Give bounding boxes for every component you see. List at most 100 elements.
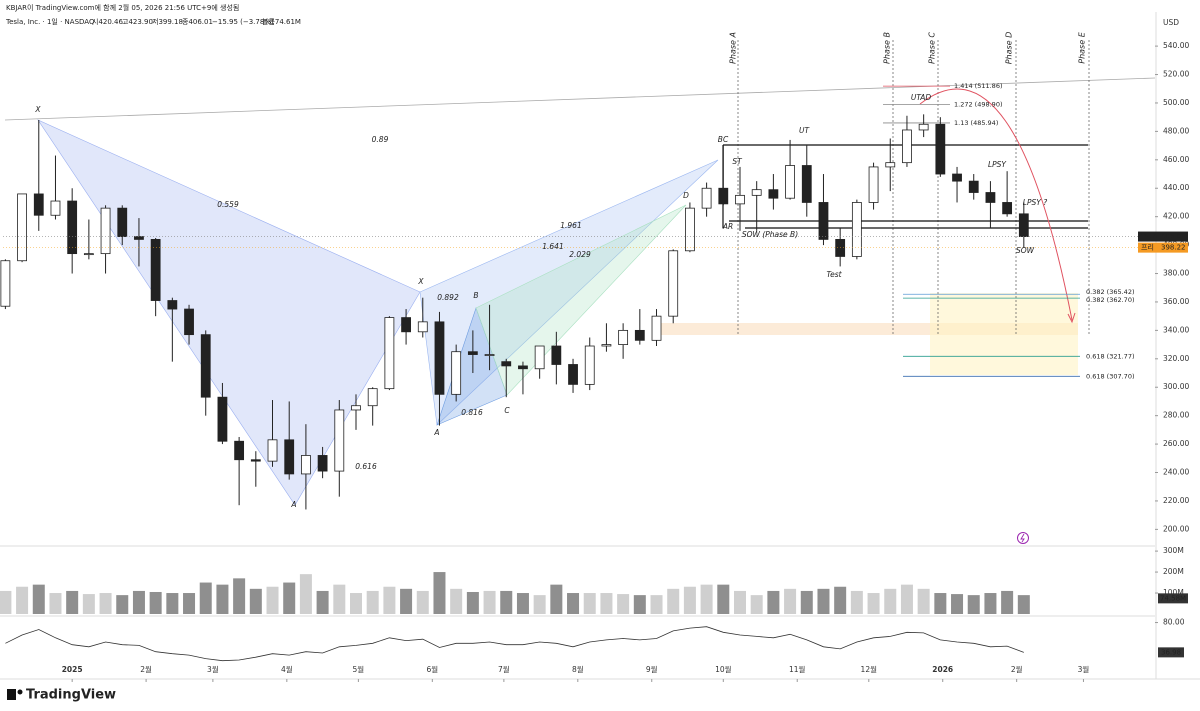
- trend-line: [4, 77, 1156, 121]
- volume-bar: [817, 588, 830, 614]
- phase-label: Phase A: [729, 32, 738, 64]
- fib-label: 0.382 (365.42): [1086, 288, 1135, 296]
- candle-body: [885, 162, 896, 168]
- arrow-head: [1067, 312, 1076, 324]
- y-tick-label: 80.00: [1163, 618, 1185, 627]
- candle-body: [367, 388, 378, 407]
- y-tick-label: 340.00: [1163, 325, 1189, 334]
- fib-label: 0.618 (307.70): [1086, 372, 1135, 380]
- volume-bar: [466, 591, 479, 614]
- candle-body: [935, 123, 946, 175]
- annotation: 0.559: [217, 200, 239, 209]
- y-tick-label: 360.00: [1163, 297, 1189, 306]
- candle-body: [150, 239, 161, 301]
- candle-body: [167, 300, 178, 310]
- x-tick-label: 2026: [932, 665, 953, 674]
- annotation: AR: [722, 222, 733, 231]
- fib-label: 1.414 (511.86): [954, 82, 1003, 90]
- volume-bar: [984, 593, 997, 614]
- candle-body: [601, 344, 612, 347]
- annotation: 0.892: [437, 293, 459, 302]
- event-icon: [1020, 533, 1025, 543]
- candle-body: [1018, 213, 1029, 237]
- x-tick-label: 4월: [281, 664, 293, 674]
- volume-bar: [116, 595, 129, 614]
- volume-bar: [450, 588, 463, 614]
- candle-body: [818, 202, 829, 240]
- volume-bar: [333, 584, 346, 614]
- candle-body: [668, 250, 679, 317]
- candle-body: [918, 123, 929, 131]
- candle-body: [634, 329, 645, 341]
- candle-body: [384, 317, 395, 390]
- volume-bar: [433, 572, 446, 614]
- annotation: 1.641: [542, 242, 563, 251]
- annotation: BC: [718, 135, 729, 144]
- harmonic-pattern: [37, 119, 421, 506]
- volume: 볼륨74.61M: [262, 17, 301, 26]
- annotation: C: [504, 406, 510, 415]
- volume-bar: [934, 593, 947, 614]
- volume-bar: [366, 590, 379, 614]
- annotation: ST: [732, 157, 743, 166]
- x-tick-label: 2월: [140, 664, 152, 674]
- candle-body: [835, 239, 846, 257]
- zone: [930, 293, 1078, 375]
- volume-bar: [967, 595, 980, 614]
- annotation: X: [417, 277, 424, 286]
- fib-label: 0.618 (321.77): [1086, 352, 1135, 360]
- y-tick-label: 200M: [1163, 567, 1184, 576]
- volume-bar: [733, 590, 746, 614]
- candle-body: [451, 351, 462, 395]
- annotation: 0.816: [461, 408, 483, 417]
- annotation: A: [433, 428, 439, 437]
- volume-bar: [383, 586, 396, 614]
- high: 고423.90: [122, 18, 153, 26]
- volume-bar: [249, 588, 262, 614]
- candle-body: [184, 308, 194, 336]
- volume-bar: [416, 590, 429, 614]
- y-tick-label: 220.00: [1163, 496, 1189, 505]
- event-icon: [1017, 532, 1029, 544]
- candle-body: [985, 192, 996, 203]
- volume-bar: [683, 586, 696, 614]
- candle-body: [651, 315, 662, 341]
- low: 저399.18: [152, 17, 183, 26]
- y-tick-label: 100M: [1163, 588, 1184, 597]
- volume-bar: [800, 590, 813, 614]
- harmonic-pattern: [419, 159, 719, 426]
- volume-bar: [516, 593, 529, 614]
- logo: TradingView: [26, 688, 116, 703]
- candle-body: [417, 321, 428, 333]
- y-tick-label: 240.00: [1163, 468, 1189, 477]
- candle-body: [267, 439, 278, 462]
- x-tick-label: 12월: [861, 664, 878, 674]
- volume-bar: [349, 593, 362, 614]
- annotation: LPSY: [988, 160, 1007, 169]
- y-tick-label: 500.00: [1163, 98, 1189, 107]
- candle-body: [551, 345, 562, 365]
- y-tick-label: 520.00: [1163, 70, 1189, 79]
- fib-label: 1.272 (498.90): [954, 101, 1003, 109]
- candle-body: [50, 200, 61, 216]
- candle-body: [902, 129, 912, 164]
- harmonic-pattern: [475, 204, 687, 396]
- volume-bar: [1001, 590, 1014, 614]
- volume-bar: [0, 590, 12, 614]
- volume-bar: [66, 590, 79, 614]
- last-price-value: 406.01: [1161, 233, 1186, 241]
- volume-bar: [600, 593, 613, 614]
- volume-bar: [700, 584, 713, 614]
- x-tick-label: 2025: [62, 665, 83, 674]
- candle-body: [584, 345, 595, 385]
- candle-body: [284, 439, 295, 475]
- volume-bar: [917, 588, 930, 614]
- volume-bar: [900, 584, 913, 614]
- candle-body: [785, 165, 795, 199]
- candle-body: [701, 187, 712, 209]
- volume-bar: [550, 584, 563, 614]
- volume-last-box: [1158, 593, 1188, 604]
- volume-bar: [283, 582, 296, 614]
- annotation: UTAD: [911, 93, 932, 102]
- volume-bar: [650, 595, 663, 614]
